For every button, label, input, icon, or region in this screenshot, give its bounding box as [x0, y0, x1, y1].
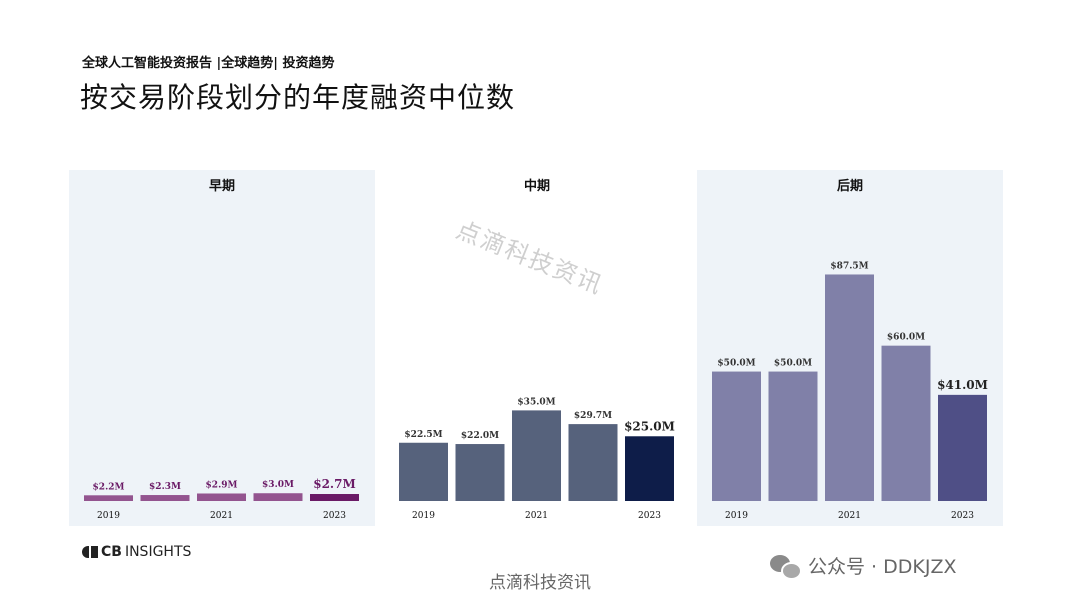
bar-2022 — [568, 424, 618, 501]
data-label-2021: $2.9M — [206, 480, 238, 490]
chart-panel-mid: 中期 $22.5M 2019 $22.0M $35.0M 2021 $29.7M $25.0M… — [384, 170, 690, 526]
bar-2019 — [399, 442, 448, 501]
bar-2023 — [625, 436, 674, 501]
x-tick-label: 2023 — [323, 511, 346, 521]
bar-2019 — [712, 371, 761, 501]
bar-2020 — [140, 495, 190, 501]
bar-chart-0: 早期 $2.2M 2019 $2.3M $2.9M 2021 $3.0M $2.7M 2023 — [84, 179, 359, 521]
bar-2021 — [197, 493, 246, 501]
bar-chart-1: 中期 $22.5M 2019 $22.0M $35.0M 2021 $29.7M $25.0M… — [399, 178, 675, 521]
data-label-2020: $22.0M — [461, 431, 499, 441]
chart-panel-late: 后期 $50.0M 2019 $50.0M $87.5M 2021 $60.0M $41.0M… — [697, 170, 1003, 526]
bar-2021 — [512, 410, 561, 501]
data-label-2020: $2.3M — [149, 482, 181, 492]
page-title: 按交易阶段划分的年度融资中位数 — [80, 81, 516, 114]
data-label-2023: $41.0M — [937, 378, 988, 392]
report-subtitle: 全球人工智能投资报告 |全球趋势| 投资趋势 — [82, 56, 335, 71]
data-label-2021: $87.5M — [830, 261, 868, 271]
x-tick-label: 2021 — [210, 511, 233, 521]
chart-panel-early: 早期 $2.2M 2019 $2.3M $2.9M 2021 $3.0M $2.7M 2023 — [69, 170, 375, 526]
cbinsights-logo: CB INSIGHTS — [82, 544, 191, 560]
data-label-2022: $29.7M — [574, 411, 612, 421]
bar-2020 — [455, 444, 505, 501]
data-label-2019: $2.2M — [93, 482, 125, 492]
data-label-2022: $60.0M — [887, 333, 925, 343]
data-label-2023: $25.0M — [624, 419, 675, 433]
bar-2022 — [253, 493, 303, 501]
wechat-account-label: 公众号 · DDKJZX — [808, 556, 957, 578]
x-tick-label: 2023 — [951, 511, 974, 521]
x-tick-label: 2021 — [838, 511, 861, 521]
x-tick-label: 2023 — [638, 511, 661, 521]
chart-title: 后期 — [837, 178, 863, 194]
x-tick-label: 2019 — [725, 511, 748, 521]
bar-2023 — [310, 494, 359, 501]
data-label-2020: $50.0M — [774, 359, 812, 369]
chart-title: 中期 — [524, 178, 550, 194]
data-label-2019: $22.5M — [404, 430, 442, 440]
data-label-2021: $35.0M — [517, 397, 555, 407]
data-label-2023: $2.7M — [313, 477, 356, 491]
x-tick-label: 2019 — [97, 511, 120, 521]
wechat-icon — [770, 553, 802, 580]
bar-2023 — [938, 394, 987, 501]
footer-watermark: 点滴科技资讯 — [489, 573, 591, 593]
logo-text-insights: INSIGHTS — [124, 544, 192, 560]
logo-text-cb: CB — [101, 544, 122, 560]
data-label-2019: $50.0M — [717, 359, 755, 369]
wechat-account-badge: 公众号 · DDKJZX — [770, 552, 957, 580]
chart-title: 早期 — [209, 179, 235, 194]
bar-chart-2: 后期 $50.0M 2019 $50.0M $87.5M 2021 $60.0M $41.0M… — [712, 178, 988, 521]
bar-2019 — [84, 495, 133, 501]
bar-2021 — [825, 274, 874, 501]
bar-2020 — [768, 371, 818, 501]
data-label-2022: $3.0M — [262, 480, 294, 490]
x-tick-label: 2021 — [525, 511, 548, 521]
x-tick-label: 2019 — [412, 511, 435, 521]
bar-2022 — [881, 345, 931, 501]
cbinsights-mark-icon — [82, 546, 98, 558]
